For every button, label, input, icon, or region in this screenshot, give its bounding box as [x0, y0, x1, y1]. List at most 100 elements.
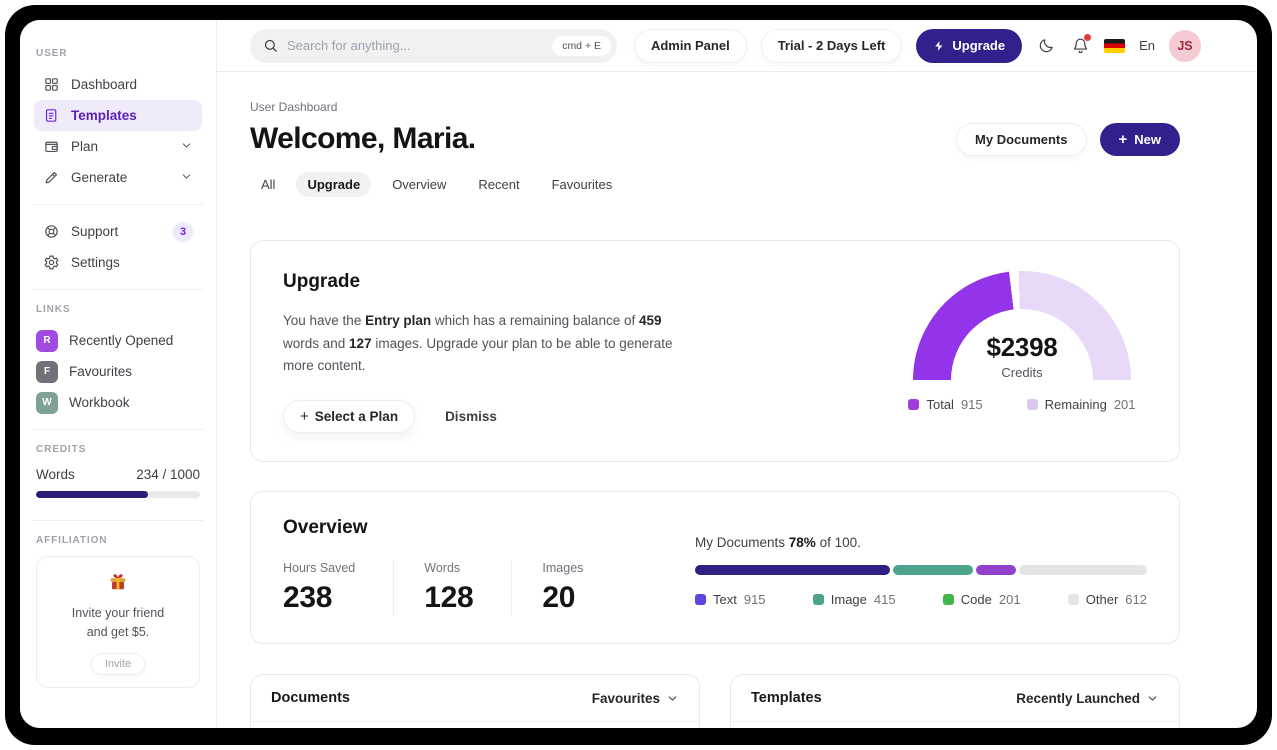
sidebar-section-affiliation: AFFILIATION [36, 535, 108, 546]
sidebar-item-label: Plan [71, 139, 99, 154]
content-area: User Dashboard Welcome, Maria. My Docume… [217, 72, 1257, 728]
credits-gauge: $2398 Credits Total 915 Remaining [897, 271, 1147, 433]
sidebar-link-label: Recently Opened [69, 333, 174, 348]
tab-favourites[interactable]: Favourites [551, 177, 613, 192]
plus-icon: + [1118, 130, 1128, 148]
templates-filter-dropdown[interactable]: Recently Launched [1016, 691, 1159, 706]
sidebar-item-support[interactable]: Support 3 [34, 216, 202, 247]
german-flag-icon[interactable] [1104, 38, 1126, 53]
overview-card: Overview Hours Saved 238 Words 128 Image… [250, 491, 1180, 645]
templates-card-title: Templates [751, 690, 822, 707]
invite-button[interactable]: Invite [90, 652, 146, 675]
legend-swatch [1026, 399, 1038, 410]
upgrade-card-left: Upgrade You have the Entry plan which ha… [283, 271, 695, 434]
link-initial-badge: F [36, 360, 58, 383]
plus-icon: + [300, 408, 309, 426]
gauge-value: $2398 [986, 332, 1058, 362]
select-plan-button[interactable]: + Select a Plan [283, 400, 416, 434]
tab-overview[interactable]: Overview [392, 177, 447, 192]
topbar-right: Admin Panel Trial - 2 Days Left Upgrade … [633, 28, 1201, 63]
language-selector[interactable]: En [1139, 38, 1155, 53]
link-initial-badge: R [36, 329, 58, 352]
new-button[interactable]: + New [1099, 122, 1180, 156]
bar-segment-code [975, 565, 1016, 576]
gauge-label: Credits [1001, 365, 1043, 380]
chevron-down-icon [668, 695, 677, 701]
stat-words: Words 128 [393, 561, 511, 616]
bar-segment-image [892, 565, 973, 576]
legend-item-remaining: Remaining 201 [1026, 397, 1136, 412]
tab-recent[interactable]: Recent [478, 177, 520, 192]
documents-progress: My Documents 78% of 100. Text 915 [695, 517, 1147, 615]
credits-value: 234 / 1000 [136, 467, 200, 482]
templates-card: Templates Recently Launched Blog Post Ti… [730, 674, 1180, 728]
templates-card-header: Templates Recently Launched [731, 675, 1179, 723]
legend-item-other: Other 612 [1067, 592, 1147, 607]
sidebar-item-plan[interactable]: Plan [34, 131, 202, 162]
notification-dot [1084, 33, 1092, 41]
tab-upgrade[interactable]: Upgrade [296, 172, 372, 197]
gift-icon [110, 574, 126, 590]
template-list-item[interactable]: Blog Post Title in Workbook [731, 722, 1179, 728]
documents-card-header: Documents Favourites [251, 675, 699, 723]
credits-label: Words [36, 467, 75, 482]
topbar: cmd + E Admin Panel Trial - 2 Days Left … [217, 20, 1257, 72]
header-actions: My Documents + New [956, 122, 1180, 156]
sidebar-item-templates[interactable]: Templates [34, 100, 202, 131]
upgrade-card-actions: + Select a Plan Dismiss [283, 400, 695, 434]
sidebar-item-generate[interactable]: Generate [34, 162, 202, 193]
templates-document-icon [45, 109, 57, 122]
stat-images: Images 20 [511, 561, 621, 616]
my-documents-button[interactable]: My Documents [956, 122, 1087, 156]
lightning-bolt-icon [935, 40, 943, 51]
upgrade-button[interactable]: Upgrade [916, 28, 1023, 63]
chevron-down-icon [180, 170, 193, 186]
dismiss-button[interactable]: Dismiss [445, 409, 497, 425]
upgrade-card-body: You have the Entry plan which has a rema… [283, 313, 673, 374]
affiliation-card: Invite your friend and get $5. Invite [36, 556, 200, 688]
documents-filter-dropdown[interactable]: Favourites [592, 691, 679, 706]
main-area: cmd + E Admin Panel Trial - 2 Days Left … [217, 20, 1257, 728]
credits-row: Words 234 / 1000 [34, 465, 202, 491]
search-shortcut-badge: cmd + E [552, 35, 611, 56]
search-box[interactable]: cmd + E [250, 28, 617, 63]
notifications-bell-icon[interactable] [1070, 33, 1092, 56]
chevron-down-icon [180, 139, 193, 155]
link-initial-badge: W [36, 391, 58, 414]
sidebar-link-recently-opened[interactable]: R Recently Opened [34, 325, 202, 356]
breadcrumb: User Dashboard [250, 100, 338, 114]
bar-legend: Text 915 Image 415 Code 201 [695, 592, 1147, 607]
document-list-item[interactable]: Untitled Document in Workbook [251, 722, 699, 728]
admin-panel-button[interactable]: Admin Panel [633, 28, 747, 63]
pencil-icon [45, 171, 58, 184]
sidebar-divider [32, 520, 204, 521]
dark-mode-moon-icon[interactable] [1036, 36, 1056, 56]
legend-swatch [908, 399, 920, 410]
documents-card-title: Documents [271, 690, 350, 707]
bottom-row: Documents Favourites Untitled Document i… [250, 674, 1180, 728]
legend-item-total: Total 915 [908, 397, 983, 412]
stacked-bar-chart [695, 565, 1147, 576]
sidebar-divider [32, 429, 204, 430]
search-input[interactable] [287, 38, 544, 53]
half-donut-chart: $2398 Credits [913, 271, 1131, 380]
sidebar-item-dashboard[interactable]: Dashboard [34, 69, 202, 100]
device-frame: USER Dashboard Templates Plan Generate S… [5, 5, 1272, 745]
overview-stats: Hours Saved 238 Words 128 Images 20 [283, 561, 621, 616]
trial-status-badge[interactable]: Trial - 2 Days Left [760, 28, 903, 63]
user-avatar[interactable]: JS [1169, 29, 1201, 62]
app-window: USER Dashboard Templates Plan Generate S… [20, 20, 1257, 728]
upgrade-card-title: Upgrade [283, 271, 361, 292]
header-row: Welcome, Maria. My Documents + New [250, 122, 1180, 156]
upgrade-card: Upgrade You have the Entry plan which ha… [250, 240, 1180, 463]
sidebar-item-label: Support [71, 224, 119, 239]
credits-progress-fill [36, 491, 148, 498]
sidebar-item-settings[interactable]: Settings [34, 247, 202, 278]
chevron-down-icon [1148, 695, 1157, 701]
sidebar-item-label: Generate [71, 170, 128, 185]
gauge-legend: Total 915 Remaining 201 [908, 397, 1136, 412]
tab-all[interactable]: All [261, 177, 276, 192]
overview-card-title: Overview [283, 517, 368, 539]
sidebar-link-favourites[interactable]: F Favourites [34, 356, 202, 387]
sidebar-link-workbook[interactable]: W Workbook [34, 387, 202, 418]
